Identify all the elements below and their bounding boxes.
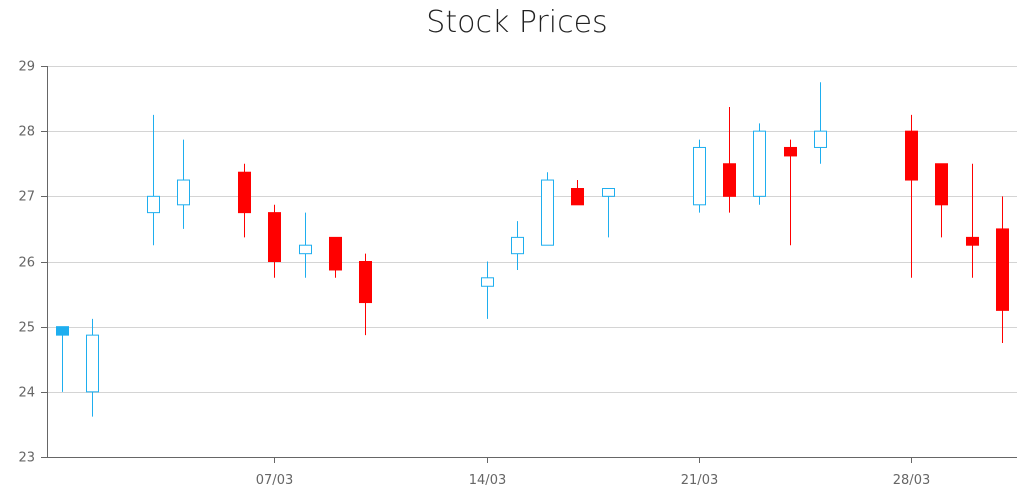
- candle-body: [329, 236, 342, 271]
- candles: [56, 82, 1009, 417]
- candle-body: [359, 261, 372, 304]
- candle: [238, 163, 251, 238]
- x-tick-label: 14/03: [469, 473, 506, 488]
- candle: [177, 139, 190, 229]
- candle: [268, 204, 281, 278]
- x-tick-label: 07/03: [256, 473, 293, 488]
- candle-body: [268, 212, 281, 262]
- candle: [935, 163, 948, 238]
- y-tick-label: 28: [18, 125, 35, 140]
- candle: [602, 188, 615, 238]
- candle: [511, 221, 524, 270]
- candle: [966, 163, 979, 278]
- y-tick-label: 29: [18, 60, 35, 75]
- candle: [723, 107, 736, 213]
- candle-body: [602, 188, 615, 197]
- x-tick-label: 21/03: [681, 473, 718, 488]
- candle-body: [935, 163, 948, 206]
- y-tick-label: 23: [18, 451, 35, 466]
- candle: [753, 123, 766, 205]
- y-tick-label: 26: [18, 256, 35, 271]
- candle-body: [511, 236, 524, 255]
- candle-body: [966, 236, 979, 246]
- candle: [541, 172, 554, 246]
- candle-body: [784, 146, 797, 157]
- candle-body: [814, 130, 827, 148]
- candle-body: [571, 188, 584, 206]
- candle: [814, 82, 827, 164]
- candle-body: [56, 326, 69, 336]
- axes: 23 24 25 26 27 28 29 07/03 14/03 21/03 28/03: [18, 60, 1017, 488]
- candle: [996, 196, 1009, 343]
- candle: [359, 253, 372, 336]
- candle-body: [693, 146, 706, 206]
- grid-lines: [47, 66, 1017, 393]
- candle-body: [299, 244, 312, 255]
- candle: [56, 326, 69, 392]
- candle: [299, 212, 312, 278]
- candle: [481, 261, 494, 319]
- candle: [86, 318, 99, 417]
- candle: [571, 180, 584, 206]
- y-tick-label: 24: [18, 386, 35, 401]
- candle-body: [541, 179, 554, 246]
- candle-body: [905, 130, 918, 181]
- candle-body: [86, 334, 99, 393]
- candle-body: [996, 228, 1009, 311]
- candle-body: [753, 130, 766, 197]
- candle-body: [177, 179, 190, 206]
- candle: [693, 139, 706, 213]
- candle-body: [147, 195, 160, 214]
- candle: [784, 139, 797, 246]
- x-tick-label: 28/03: [893, 473, 930, 488]
- candle: [329, 236, 342, 278]
- chart-title: Stock Prices: [426, 5, 607, 40]
- candle-body: [238, 171, 251, 214]
- candle: [905, 114, 918, 278]
- candle-body: [723, 163, 736, 197]
- y-tick-label: 25: [18, 321, 35, 336]
- y-tick-label: 27: [18, 190, 35, 205]
- candle: [147, 114, 160, 246]
- candle-body: [481, 277, 494, 287]
